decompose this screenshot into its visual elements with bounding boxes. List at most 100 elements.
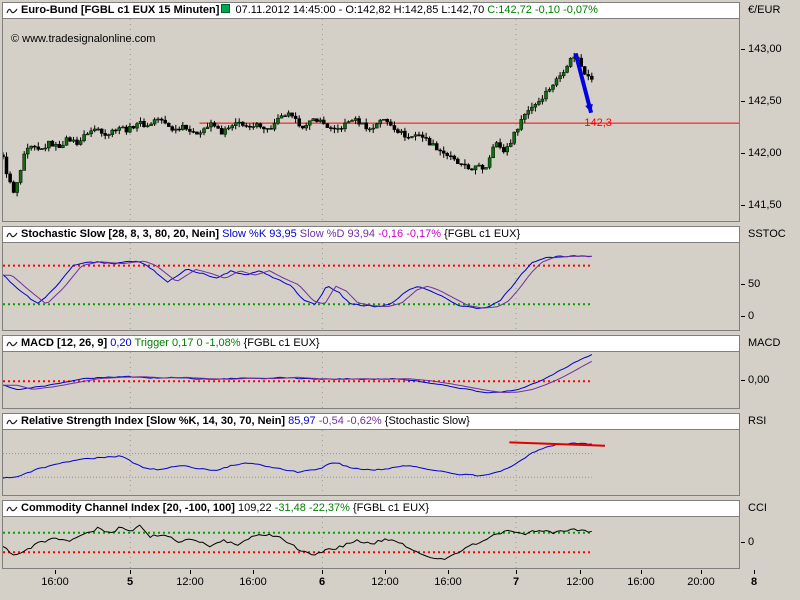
candle-body [47, 140, 51, 149]
stochastic-header-text: Stochastic Slow [28, 8, 3, 80, 20, Nein]… [21, 228, 520, 241]
x-axis-tick [580, 570, 581, 574]
candle-body [99, 128, 104, 134]
price-chart-canvas[interactable]: 142,3 [3, 19, 739, 221]
candle-body [71, 139, 76, 142]
candle-body [353, 118, 358, 121]
x-axis-tick [55, 570, 56, 574]
candle-body [378, 119, 383, 125]
candle-body [124, 126, 129, 133]
candle-body [396, 129, 400, 133]
header-text-segment: 85,97 [288, 415, 319, 427]
x-axis-tick [701, 570, 702, 574]
header-text-segment: {FGBL c1 EUX} [243, 337, 320, 349]
candle-body [315, 118, 319, 122]
candle-body [484, 167, 488, 170]
price-scale[interactable]: €/EUR 143,00 142,50 142,00 141,50 [740, 2, 798, 222]
candle-body [586, 74, 591, 77]
candle-body [477, 164, 481, 167]
y-axis-tick-label: 0 [748, 536, 755, 548]
panel-price: Euro-Bund [FGBL c1 EUX 15 Minuten] 07.11… [2, 2, 796, 222]
price-panel-header[interactable]: Euro-Bund [FGBL c1 EUX 15 Minuten] 07.11… [2, 2, 740, 18]
header-text-segment: {FGBL c1 EUX} [353, 502, 430, 514]
candle-body [195, 131, 199, 135]
candle-body [547, 89, 552, 92]
candle-body [473, 165, 478, 171]
candle-body [339, 128, 344, 130]
candle-body [565, 66, 569, 73]
candle-body [11, 181, 16, 193]
candle-body [293, 115, 298, 119]
rsi-panel-header[interactable]: Relative Strength Index [Slow %K, 14, 30… [2, 413, 740, 429]
stochastic-panel-header[interactable]: Stochastic Slow [28, 8, 3, 80, 20, Nein]… [2, 226, 740, 242]
candle-body [463, 163, 467, 166]
macd-series-line [3, 354, 593, 394]
header-text-segment: 0,20 [110, 337, 135, 349]
x-axis-label: 5 [126, 576, 134, 588]
candle-body [96, 128, 100, 131]
candle-body [336, 128, 340, 130]
stochastic-series-line [3, 255, 592, 309]
candle-body [152, 119, 157, 125]
time-axis[interactable]: 16:00 5 12:00 16:00 6 12:00 16:00 7 12:00 16:00 20… [2, 570, 798, 598]
cci-chart-canvas[interactable] [3, 517, 739, 568]
candle-body [392, 125, 397, 130]
x-axis-tick [322, 570, 323, 574]
candle-body [441, 150, 446, 154]
candle-body [64, 137, 69, 146]
candle-body [110, 129, 115, 135]
cci-scale[interactable]: CCI 0 [740, 500, 798, 569]
rsi-chart-canvas[interactable] [3, 430, 739, 495]
macd-scale[interactable]: MACD 0,00 [740, 335, 798, 409]
macd-chart-canvas[interactable] [3, 352, 739, 408]
candle-body [3, 154, 5, 158]
x-axis-label: 16:00 [41, 576, 69, 588]
x-axis-label: 20:00 [687, 576, 715, 588]
candle-body [237, 121, 241, 124]
stochastic-chart-canvas[interactable] [3, 243, 739, 330]
rsi-scale[interactable]: RSI [740, 413, 798, 496]
candle-body [508, 142, 513, 147]
candle-body [456, 158, 460, 164]
macd-plot[interactable] [2, 351, 740, 409]
drawn-trendline[interactable] [509, 441, 606, 447]
candle-body [156, 118, 160, 121]
candle-body [32, 145, 37, 148]
macd-panel-header[interactable]: MACD [12, 26, 9] 0,20 Trigger 0,17 0 -1,… [2, 335, 740, 351]
trend-arrow[interactable] [573, 52, 594, 114]
candle-body [241, 121, 245, 126]
price-plot[interactable]: © www.tradesignalonline.com 142,3 [2, 18, 740, 222]
candle-body [40, 148, 44, 150]
candle-body [188, 128, 192, 132]
candle-body [417, 134, 421, 136]
candle-body [142, 121, 146, 128]
stochastic-plot[interactable] [2, 242, 740, 331]
cci-panel-header[interactable]: Commodity Channel Index [20, -100, 100] … [2, 500, 740, 516]
candle-body [61, 144, 65, 148]
candle-body [445, 153, 449, 157]
candle-body [159, 118, 164, 121]
stochastic-scale[interactable]: SSTOC 50 0 [740, 226, 798, 331]
candle-body [533, 104, 538, 108]
candle-body [135, 123, 139, 129]
x-axis-tick [516, 570, 517, 574]
candle-body [487, 157, 492, 168]
candle-body [498, 142, 502, 148]
rsi-plot[interactable] [2, 429, 740, 496]
candle-body [512, 131, 516, 144]
watermark: © www.tradesignalonline.com [11, 33, 156, 45]
price-header-text: Euro-Bund [FGBL c1 EUX 15 Minuten] 07.11… [21, 4, 598, 17]
candle-body [251, 126, 256, 128]
x-axis-label: 12:00 [176, 576, 204, 588]
candle-body [145, 125, 150, 128]
header-text-segment: C:142,72 -0,10 -0,07% [487, 4, 598, 16]
status-square-icon [221, 4, 231, 13]
candle-body [212, 122, 217, 127]
cci-plot[interactable] [2, 516, 740, 569]
candle-body [22, 153, 26, 171]
header-text-segment: Commodity Channel Index [20, -100, 100] [21, 502, 239, 514]
candle-body [343, 122, 347, 130]
candle-body [191, 131, 196, 133]
candle-body [519, 119, 524, 130]
candle-body [78, 140, 83, 145]
